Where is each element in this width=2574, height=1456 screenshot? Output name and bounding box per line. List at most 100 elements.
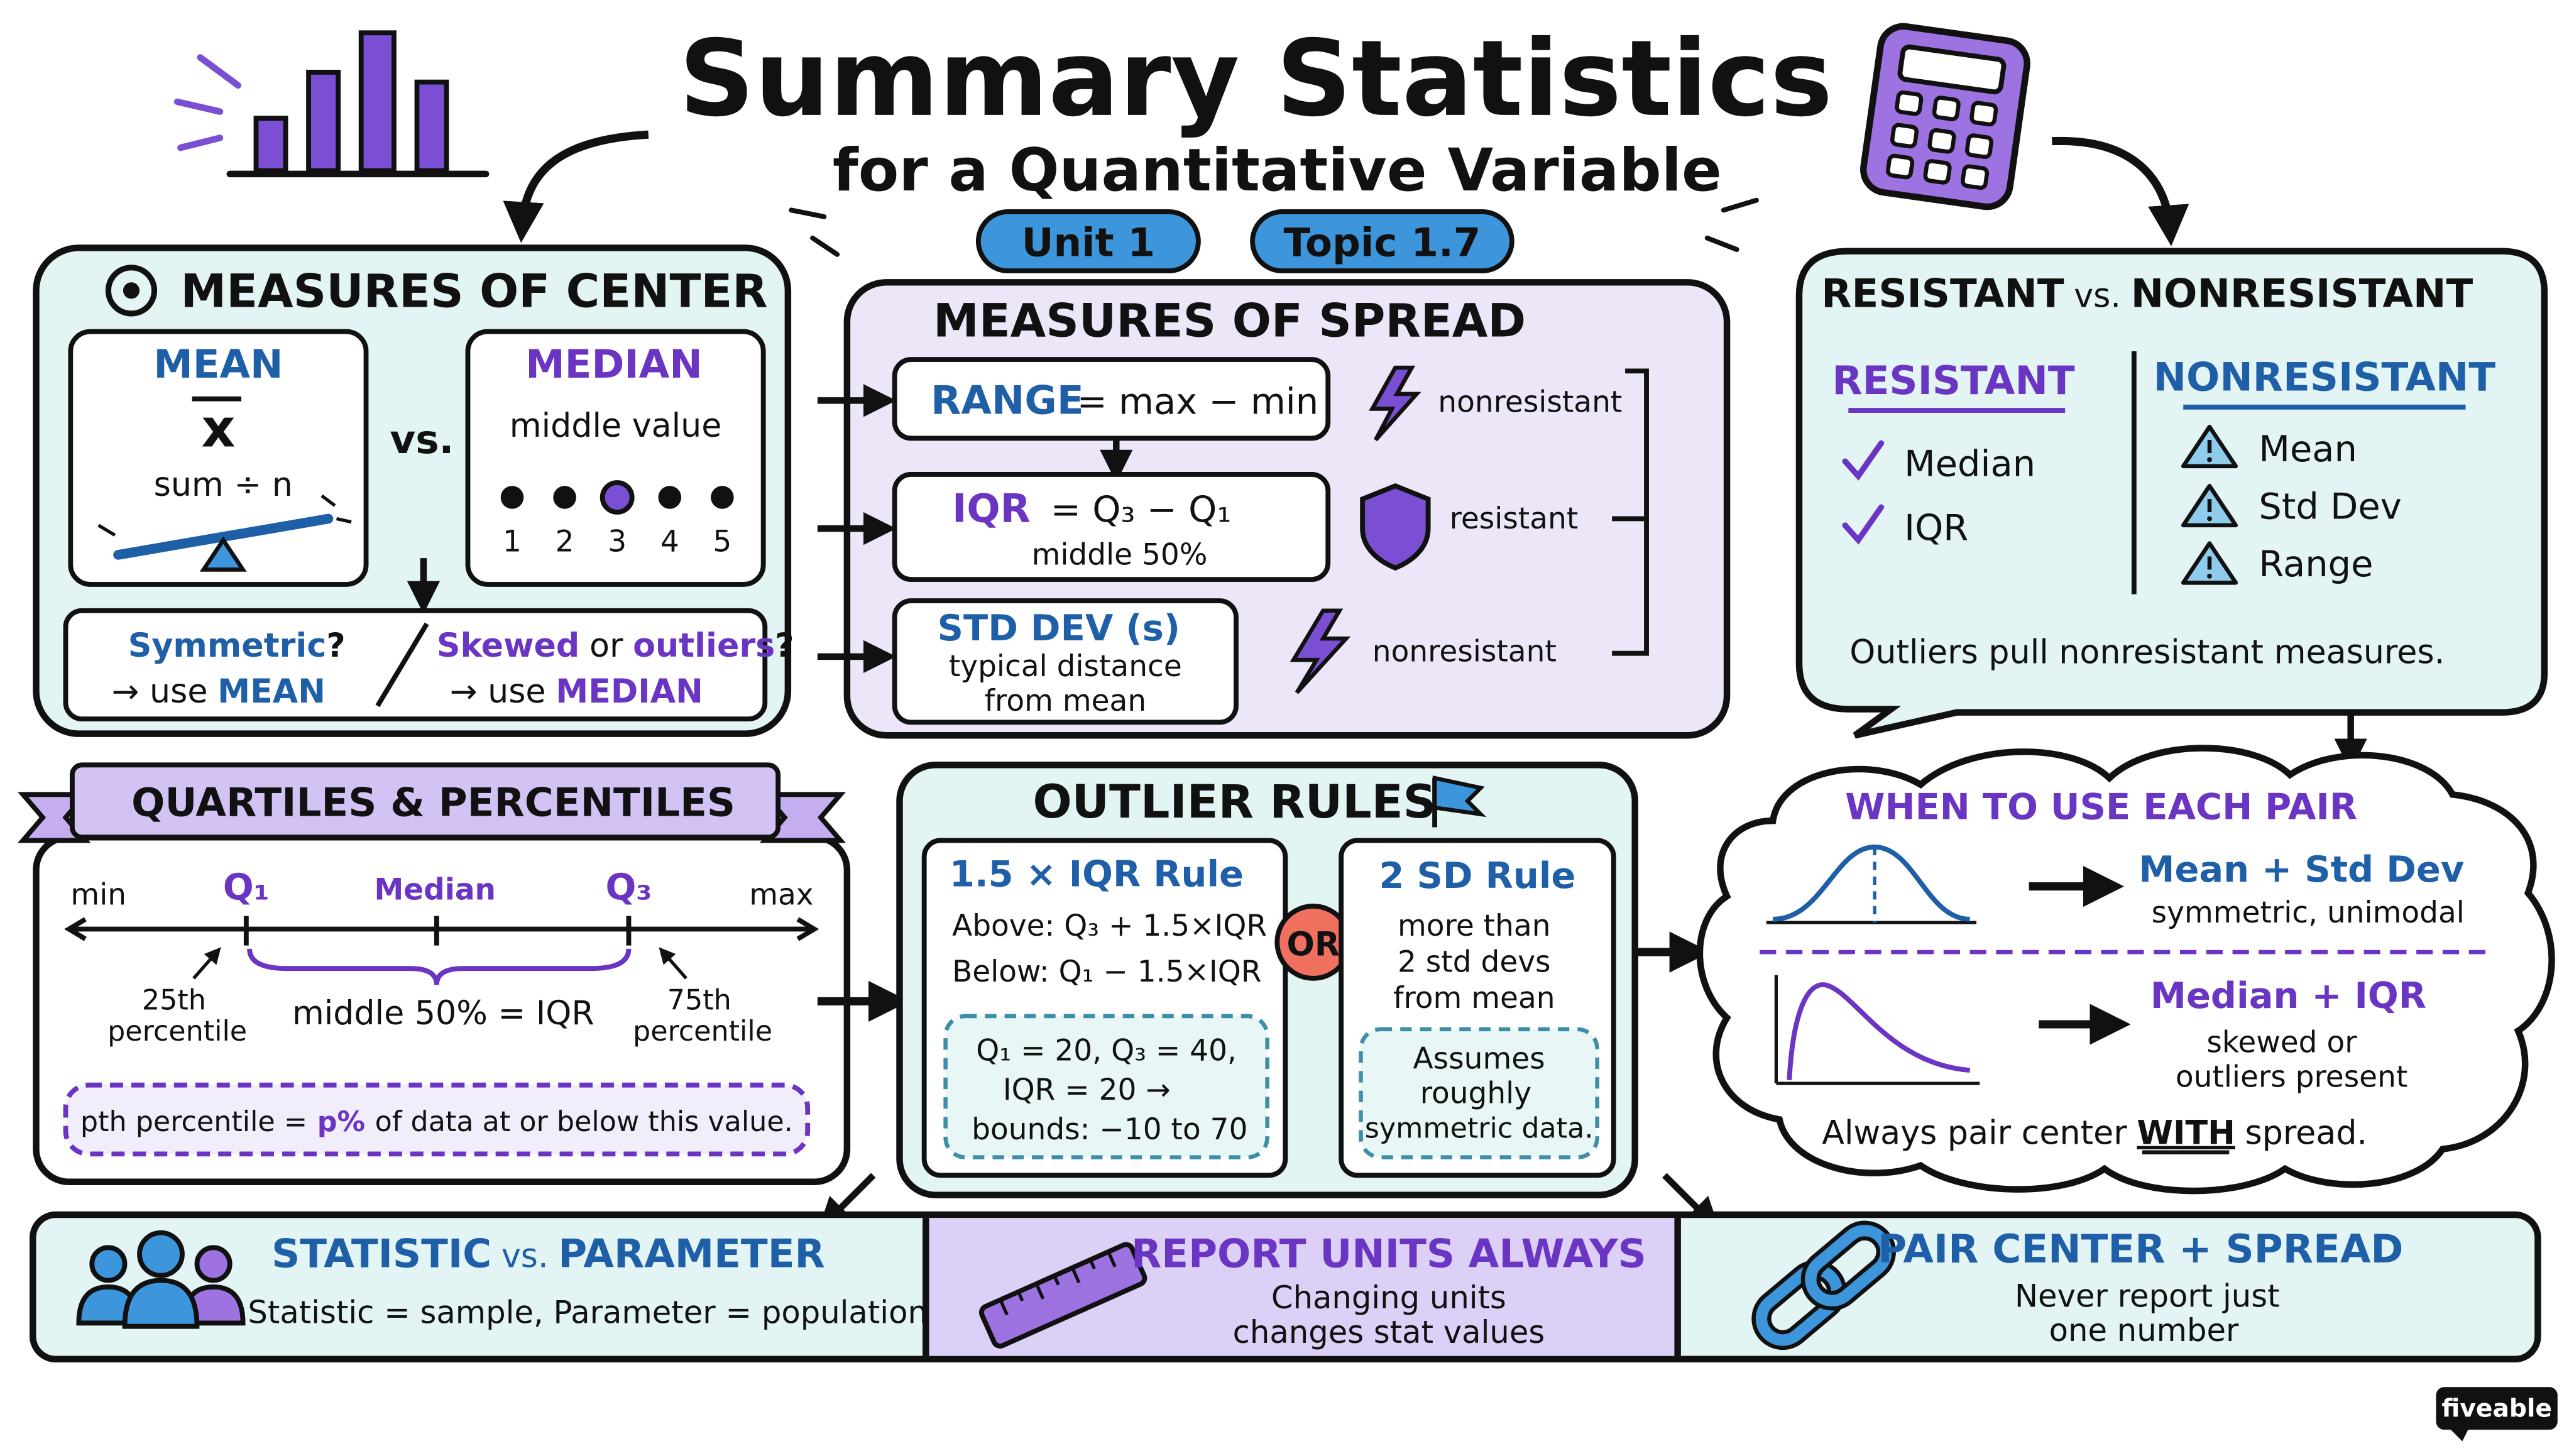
middle-50-label: middle 50% = IQR — [292, 995, 594, 1032]
pth-percentile-def: pth percentile = p% of data at or below th… — [80, 1106, 793, 1138]
iqr-sub: middle 50% — [1032, 538, 1208, 572]
sd-rule-line: from mean — [1393, 981, 1555, 1015]
median-number: 5 — [713, 525, 731, 559]
iqr-rule-below: Below: Q₁ − 1.5×IQR — [952, 955, 1261, 989]
median-number: 4 — [660, 525, 679, 559]
measures-of-center-panel: MEASURES OF CENTER MEAN x sum ÷ n vs. ME… — [33, 244, 794, 737]
mean-symbol: x — [201, 398, 235, 459]
pair1-title: Mean + Std Dev — [2139, 848, 2464, 890]
decision-box — [63, 608, 768, 722]
vs-label: vs. — [390, 417, 454, 463]
bar-chart-icon — [173, 30, 490, 178]
units-line: Changing units — [1271, 1279, 1506, 1316]
resistant-note: Outliers pull nonresistant measures. — [1849, 633, 2445, 671]
p75-line1: 75th — [667, 985, 731, 1017]
calculator-icon — [1860, 23, 2030, 211]
quartiles-panel: QUARTILES & PERCENTILES min Q₁ Median Q₃… — [18, 762, 851, 1186]
when-to-use-panel: WHEN TO USE EACH PAIR Mean + Std Dev sym… — [1696, 745, 2555, 1195]
lightning-icon — [1369, 365, 1421, 442]
statistic-sub: Statistic = sample, Parameter = populati… — [248, 1294, 927, 1330]
range-name: RANGE — [931, 377, 1084, 423]
iqr-example-box — [943, 1014, 1269, 1159]
outlier-rules-panel: OUTLIER RULES 1.5 × IQR Rule Above: Q₃ +… — [896, 762, 1638, 1198]
footer-bar: STATISTIC vs. PARAMETER Statistic = sample… — [30, 1211, 2541, 1363]
mean-formula: sum ÷ n — [154, 466, 293, 504]
nonresistant-item: Mean — [2259, 428, 2357, 470]
page-subtitle: for a Quantitative Variable — [833, 136, 1722, 205]
lightning-icon — [1290, 608, 1351, 694]
pair-center-line: Never report just — [2015, 1278, 2280, 1314]
check-icon — [1842, 440, 1885, 481]
p25-line1: 25th — [142, 985, 206, 1017]
symmetric-question: Symmetric? — [128, 627, 346, 665]
iqr-name: IQR — [952, 486, 1031, 532]
iqr-tag: resistant — [1450, 501, 1579, 536]
sd-rule-line: more than — [1398, 909, 1551, 943]
label-q1: Q₁ — [223, 866, 270, 908]
sd-assumption-line: symmetric data. — [1365, 1112, 1594, 1144]
check-icon — [1842, 504, 1885, 545]
std-dev-line1: typical distance — [949, 649, 1182, 684]
mean-title: MEAN — [153, 341, 283, 387]
warning-icon — [2181, 541, 2238, 585]
range-box — [892, 357, 1331, 441]
median-number: 2 — [556, 525, 574, 559]
resistant-panel: RESISTANT vs. NONRESISTANT RESISTANT NONRE… — [1795, 248, 2548, 739]
iqr-example-line: bounds: −10 to 70 — [972, 1112, 1247, 1147]
badge-topic-label: Topic 1.7 — [1284, 220, 1481, 266]
seesaw-icon — [97, 494, 352, 572]
label-max: max — [749, 877, 813, 912]
label-median: Median — [374, 872, 496, 907]
subtitle-accent-marks — [789, 197, 1759, 257]
spread-title: MEASURES OF SPREAD — [933, 295, 1526, 348]
number-line — [64, 916, 819, 946]
std-dev-name: STD DEV (s) — [938, 607, 1180, 649]
resistant-column-title: RESISTANT — [1832, 358, 2075, 403]
badge-topic: Topic 1.7 — [1250, 209, 1514, 273]
pair1-sub: symmetric, unimodal — [2152, 895, 2465, 930]
measures-of-spread-panel: MEASURES OF SPREAD RANGE = max − min IQR… — [817, 279, 1731, 739]
always-pair-note: Always pair center WITH spread. — [1822, 1115, 2367, 1152]
iqr-example-line: Q₁ = 20, Q₃ = 40, — [976, 1033, 1237, 1068]
brand-name: fiveable — [2441, 1394, 2552, 1423]
quartiles-title: QUARTILES & PERCENTILES — [131, 779, 735, 825]
sd-rule-line: 2 std devs — [1398, 944, 1551, 979]
pair2-sub: outliers present — [2176, 1059, 2407, 1094]
brand-badge: fiveable — [2436, 1387, 2558, 1442]
std-dev-line2: from mean — [985, 684, 1147, 718]
median-title: MEDIAN — [525, 341, 703, 387]
resistant-item: Median — [1904, 443, 2035, 485]
warning-icon — [2181, 424, 2238, 469]
label-min: min — [70, 877, 126, 912]
arrow-to-resistant — [2051, 136, 2189, 246]
median-desc: middle value — [510, 407, 722, 445]
use-median: → use MEDIAN — [450, 673, 703, 711]
or-label: OR — [1286, 926, 1340, 963]
std-dev-box — [892, 598, 1239, 725]
pair-center-line: one number — [2049, 1312, 2239, 1349]
iqr-box — [892, 472, 1331, 583]
label-q3: Q₃ — [605, 866, 652, 908]
iqr-formula: = Q₃ − Q₁ — [1051, 489, 1232, 531]
bell-curve-icon — [1766, 844, 1977, 924]
sd-assumption-line: roughly — [1420, 1076, 1531, 1110]
median-number: 1 — [503, 525, 522, 559]
pair-center-title: PAIR CENTER + SPREAD — [1878, 1226, 2403, 1272]
when-title: WHEN TO USE EACH PAIR — [1845, 785, 2357, 828]
arrow-to-center — [503, 130, 649, 243]
nonresistant-column-title: NONRESISTANT — [2154, 354, 2496, 400]
warning-icon — [2181, 483, 2238, 528]
std-dev-tag: nonresistant — [1372, 635, 1557, 669]
iqr-rule-title: 1.5 × IQR Rule — [950, 853, 1244, 895]
nonresistant-item: Range — [2259, 543, 2373, 585]
range-tag: nonresistant — [1438, 385, 1622, 420]
badge-unit-label: Unit 1 — [1022, 220, 1155, 266]
statistic-vs-parameter: STATISTIC vs. PARAMETER — [271, 1231, 825, 1277]
nonresistant-item: Std Dev — [2259, 485, 2401, 527]
resistant-title: RESISTANT vs. NONRESISTANT — [1821, 270, 2473, 316]
iqr-example-line: IQR = 20 → — [1003, 1073, 1171, 1107]
center-title: MEASURES OF CENTER — [180, 265, 767, 318]
page-title: Summary Statistics — [679, 18, 1832, 140]
pair2-sub: skewed or — [2206, 1025, 2357, 1059]
use-mean: → use MEAN — [112, 673, 326, 711]
